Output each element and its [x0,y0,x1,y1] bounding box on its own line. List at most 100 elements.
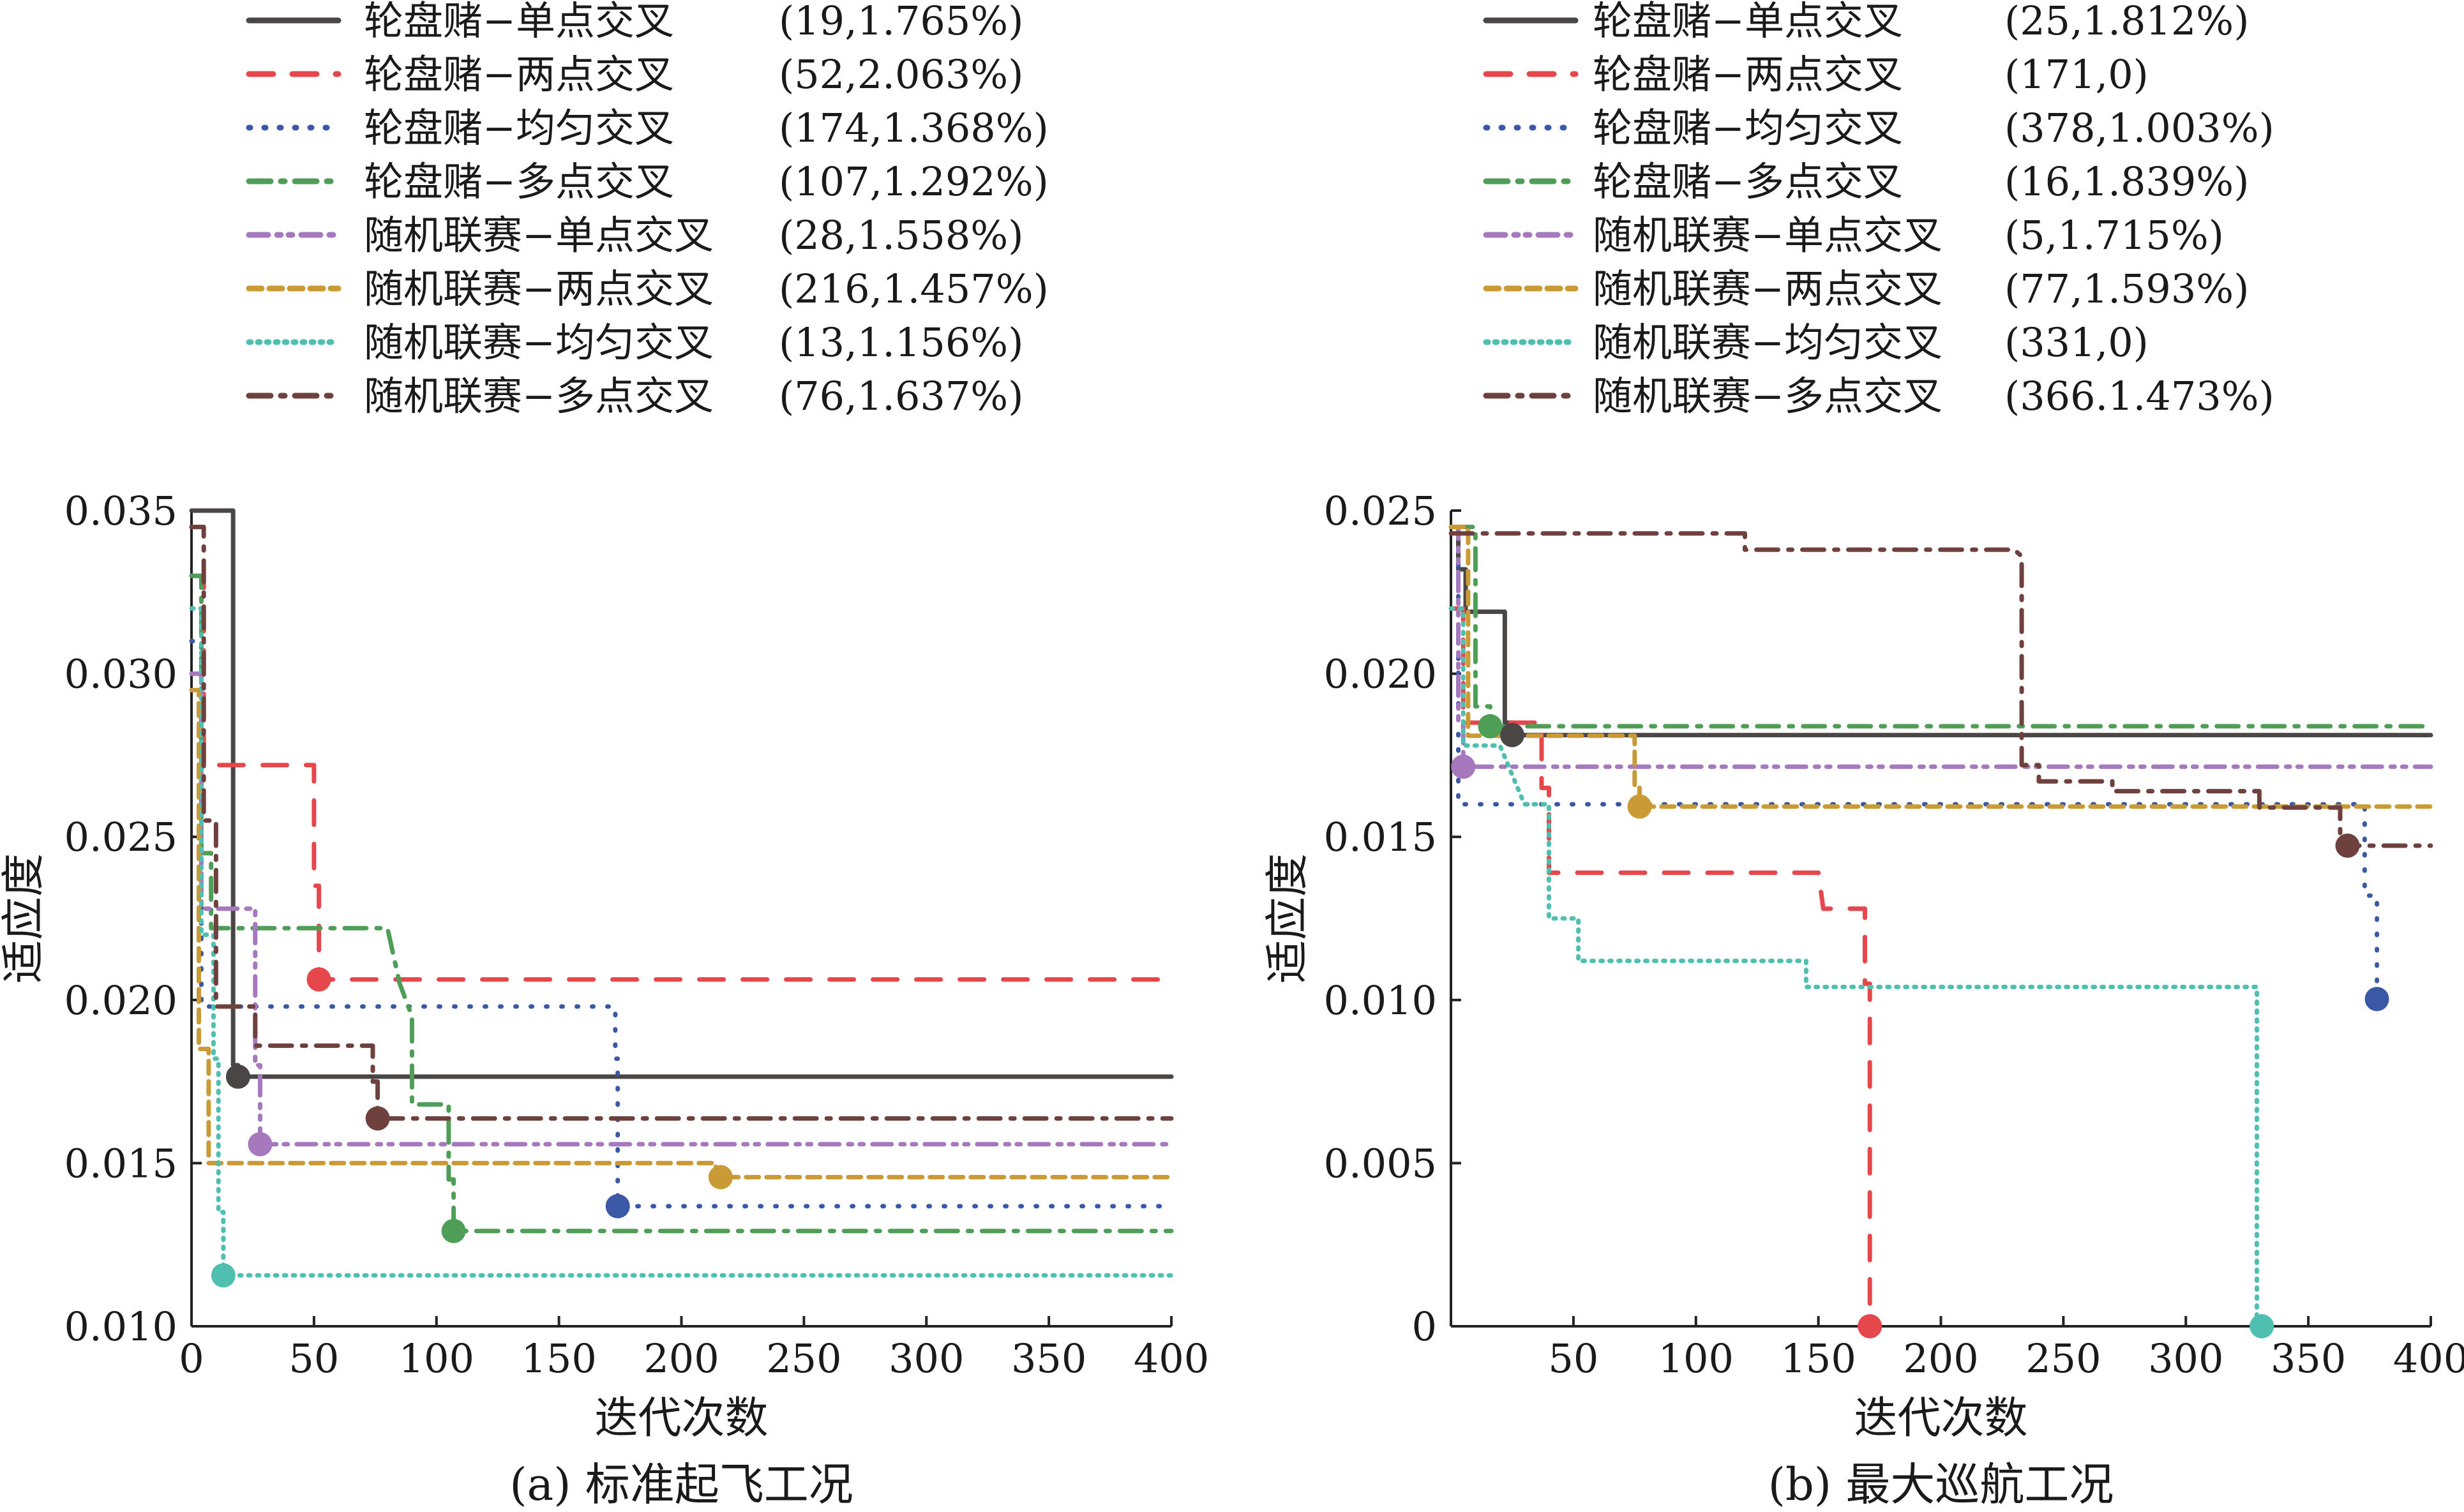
y-tick-label: 0.005 [1324,1140,1438,1186]
series-marker-2 [1858,1314,1882,1338]
series-marker-7 [211,1263,236,1288]
series-line-5 [1448,525,2433,769]
y-axis-label-b: 适应度 [1263,853,1313,984]
series-marker-2 [306,967,331,992]
legend-label: 随机联赛−多点交叉 [364,373,714,419]
legend-label: 轮盘赌−单点交叉 [364,0,674,44]
series-marker-6 [1627,794,1652,819]
legend-annotation: (25,1.812%) [2004,0,2249,44]
series-marker-3 [605,1194,630,1218]
legend-annotation: (216,1.457%) [779,266,1049,312]
x-tick-label: 300 [889,1335,964,1382]
legend-label: 随机联赛−两点交叉 [1593,266,1942,312]
y-tick-label: 0 [1412,1303,1437,1350]
x-tick-label: 300 [2148,1335,2223,1382]
series-marker-8 [365,1106,390,1131]
legend-label: 轮盘赌−多点交叉 [1593,158,1903,205]
y-tick-label: 0.020 [64,977,178,1024]
series-line-6 [1448,525,2433,809]
y-tick-label: 0.020 [1324,651,1438,698]
legend-annotation: (16,1.839%) [2004,158,2249,205]
legend-label: 轮盘赌−均匀交叉 [364,105,674,151]
legend-label: 随机联赛−均匀交叉 [1593,319,1942,366]
y-tick-label: 0.015 [64,1140,178,1186]
legend-a: 轮盘赌−单点交叉 (19,1.765%) 轮盘赌−两点交叉 (52,2.063%) 轮盘… [246,0,1049,419]
legend-label: 随机联赛−两点交叉 [364,266,714,312]
legend-annotation: (76,1.637%) [779,373,1023,419]
x-tick-label: 50 [1548,1335,1598,1382]
legend-annotation: (107,1.292%) [779,158,1049,205]
series-line-7 [1448,606,2264,1329]
x-tick-label: 350 [2271,1335,2346,1382]
x-tick-label: 0 [179,1335,204,1382]
x-tick-label: 100 [399,1335,474,1382]
legend-label: 轮盘赌−两点交叉 [1593,51,1903,98]
series-line-4 [189,573,1174,1234]
series-marker-5 [1451,754,1476,779]
legend-b: 轮盘赌−单点交叉 (25,1.812%) 轮盘赌−两点交叉 (171,0) 轮盘赌−均匀… [1483,0,2274,419]
legend-annotation: (366.1.473%) [2004,373,2274,419]
y-tick-label: 0.025 [64,814,178,860]
y-axis-label-a: 适应度 [0,853,49,984]
series-line-5 [189,671,1174,1147]
x-tick-label: 400 [1134,1335,1209,1382]
x-tick-label: 400 [2393,1335,2464,1382]
series-line-6 [189,687,1174,1179]
legend-annotation: (5,1.715%) [2004,212,2224,258]
x-tick-label: 150 [1780,1335,1856,1382]
series-marker-8 [2335,834,2360,858]
y-tick-label: 0.015 [1324,814,1438,860]
x-tick-label: 50 [289,1335,339,1382]
caption-b: (b) 最大巡航工况 [1768,1458,2114,1511]
legend-annotation: (52,2.063%) [779,51,1023,98]
series-marker-4 [1478,714,1503,738]
legend-label: 随机联赛−单点交叉 [364,212,714,258]
caption-a: (a) 标准起飞工况 [509,1458,853,1511]
legend-annotation: (77,1.593%) [2004,266,2249,312]
x-tick-label: 350 [1011,1335,1086,1382]
legend-label: 随机联赛−均匀交叉 [364,319,714,366]
legend-annotation: (171,0) [2004,51,2149,98]
y-tick-label: 0.025 [1324,488,1438,534]
series-line-1 [1448,525,2433,738]
x-tick-label: 200 [1903,1335,1978,1382]
legend-label: 轮盘赌−多点交叉 [364,158,674,205]
x-axis-label-a: 迭代次数 [594,1393,768,1444]
series-marker-3 [2364,987,2389,1012]
series-line-2 [1448,606,1872,1329]
y-tick-label: 0.010 [1324,977,1438,1024]
series-line-3 [1448,525,2380,1001]
series-line-4 [1448,525,2433,729]
plot-area-a: 0 50 100 150 200 250 300 350 400 0.010 0.015 0.020 0… [64,488,1210,1382]
legend-annotation: (331,0) [2004,319,2149,366]
series-marker-1 [1499,722,1524,747]
x-tick-label: 250 [766,1335,841,1382]
series-marker-5 [248,1132,273,1156]
plot-area-b: 50 100 150 200 250 300 350 400 0 0.005 0.010 0.015 0… [1324,488,2464,1382]
legend-label: 随机联赛−多点交叉 [1593,373,1942,419]
legend-annotation: (378,1.003%) [2004,105,2274,151]
x-axis-label-b: 迭代次数 [1854,1393,2027,1444]
legend-annotation: (174,1.368%) [779,105,1049,151]
series-marker-1 [225,1064,250,1089]
series-marker-6 [708,1165,733,1190]
series-marker-4 [441,1218,466,1243]
legend-label: 轮盘赌−两点交叉 [364,51,674,98]
series-line-1 [189,508,1174,1079]
legend-annotation: (28,1.558%) [779,212,1023,258]
x-tick-label: 250 [2025,1335,2101,1382]
y-tick-label: 0.030 [64,651,178,698]
legend-label: 轮盘赌−单点交叉 [1593,0,1903,44]
legend-label: 轮盘赌−均匀交叉 [1593,105,1903,151]
legend-annotation: (13,1.156%) [779,319,1023,366]
series-marker-7 [2250,1314,2274,1338]
series-line-8 [189,525,1174,1121]
legend-annotation: (19,1.765%) [779,0,1023,44]
legend-label: 随机联赛−单点交叉 [1593,212,1942,258]
series-line-3 [189,639,1174,1209]
x-tick-label: 200 [643,1335,719,1382]
y-tick-label: 0.010 [64,1303,178,1350]
series-line-7 [189,606,1174,1278]
y-tick-label: 0.035 [64,488,178,534]
